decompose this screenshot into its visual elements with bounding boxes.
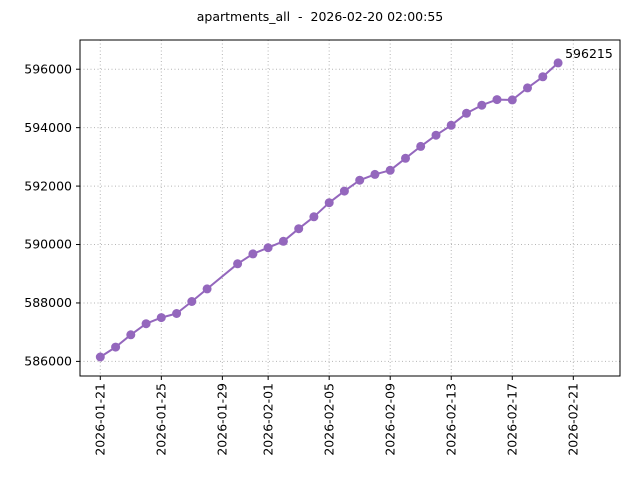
- data-point: [523, 83, 532, 93]
- y-tick-label: 596000: [24, 61, 72, 76]
- data-point: [278, 236, 288, 246]
- data-point: [416, 141, 426, 151]
- data-point: [309, 212, 319, 222]
- data-point: [233, 259, 243, 269]
- x-tick-label: 2026-02-01: [260, 383, 275, 456]
- y-tick-label: 592000: [24, 178, 72, 193]
- data-point: [126, 330, 136, 340]
- data-point: [111, 342, 121, 352]
- data-point: [431, 130, 441, 140]
- data-point: [263, 243, 273, 253]
- data-point: [507, 95, 517, 105]
- y-tick-label: 586000: [24, 354, 72, 369]
- data-point: [248, 249, 258, 259]
- y-tick-label: 594000: [24, 120, 72, 135]
- data-point: [370, 169, 380, 179]
- data-point: [187, 297, 197, 306]
- data-point: [141, 319, 151, 329]
- y-tick-label: 588000: [24, 295, 72, 310]
- x-tick-label: 2026-01-25: [154, 383, 169, 456]
- data-point: [385, 165, 395, 175]
- y-tick-label: 590000: [24, 237, 72, 252]
- data-point: [156, 313, 166, 323]
- data-point: [339, 186, 349, 196]
- data-point: [355, 175, 365, 185]
- data-point: [324, 198, 334, 208]
- data-point: [492, 95, 502, 105]
- data-point: [202, 284, 212, 294]
- last-value-annotation: 596215: [565, 46, 613, 61]
- x-tick-label: 2026-01-21: [93, 383, 108, 456]
- data-point: [446, 120, 456, 130]
- data-point: [401, 153, 410, 163]
- x-tick-label: 2026-02-09: [383, 383, 398, 456]
- data-point: [462, 108, 471, 118]
- x-tick-label: 2026-01-29: [215, 383, 230, 456]
- data-point: [538, 72, 548, 82]
- data-point: [477, 100, 487, 110]
- x-tick-label: 2026-02-21: [566, 383, 581, 456]
- chart-title: apartments_all - 2026-02-20 02:00:55: [196, 9, 444, 24]
- data-point: [172, 309, 182, 318]
- plot-border: [79, 39, 621, 377]
- data-point: [553, 58, 563, 68]
- x-tick-label: 2026-02-05: [322, 383, 337, 456]
- data-point: [95, 352, 105, 362]
- x-tick-label: 2026-02-13: [444, 383, 459, 456]
- x-tick-label: 2026-02-17: [505, 383, 520, 456]
- data-point: [294, 224, 304, 234]
